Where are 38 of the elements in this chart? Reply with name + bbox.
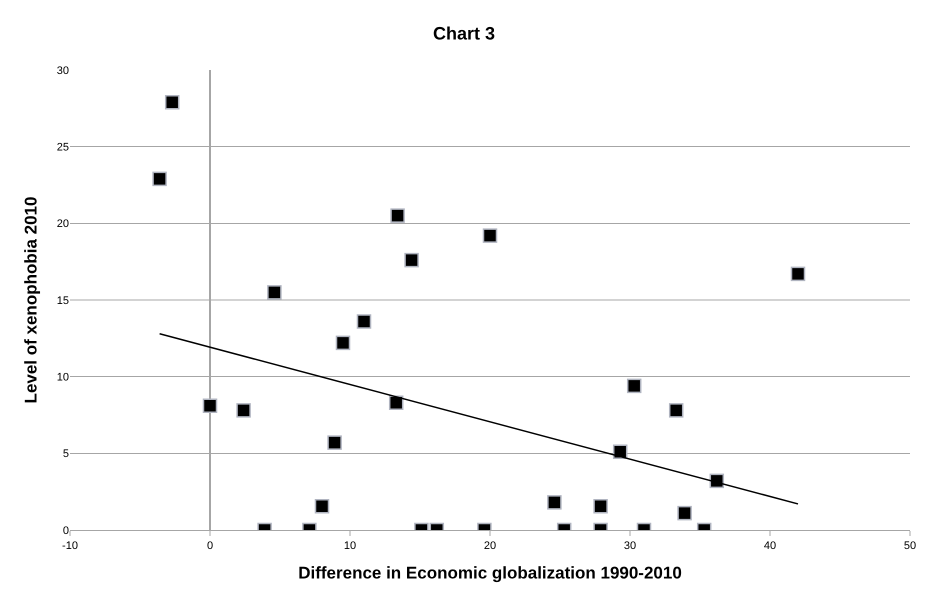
point xyxy=(356,314,372,329)
point xyxy=(202,398,218,414)
x-tick-label: 20 xyxy=(484,540,496,552)
y-tick-label: 10 xyxy=(56,372,69,384)
point xyxy=(668,403,684,418)
point xyxy=(677,506,692,520)
point xyxy=(612,444,628,460)
x-axis-title: Difference in Economic globalization 1990-2010 xyxy=(298,564,682,583)
x-tick-label: -10 xyxy=(62,540,78,552)
point xyxy=(327,435,342,450)
point xyxy=(390,208,405,223)
point xyxy=(314,498,330,514)
point xyxy=(626,378,642,394)
x-tick-label: 30 xyxy=(624,540,636,552)
point xyxy=(236,403,251,418)
y-tick-label: 30 xyxy=(56,64,69,77)
point xyxy=(267,285,282,300)
x-tick-label: 0 xyxy=(206,540,214,552)
point xyxy=(336,336,350,350)
point xyxy=(388,395,404,410)
point xyxy=(482,228,498,243)
y-tick-label: 25 xyxy=(56,142,69,154)
y-tick-label: 5 xyxy=(62,448,69,460)
chart-title: Chart 3 xyxy=(432,24,496,44)
y-tick-label: 20 xyxy=(56,218,69,230)
y-tick-label: 15 xyxy=(56,294,69,307)
point xyxy=(710,474,724,488)
y-tick-label: 0 xyxy=(62,524,69,537)
point xyxy=(547,495,562,510)
point xyxy=(593,498,608,514)
point xyxy=(790,266,806,282)
x-tick-label: 50 xyxy=(904,540,916,552)
point xyxy=(404,252,419,268)
point xyxy=(164,94,180,110)
x-tick-label: 10 xyxy=(344,540,356,552)
y-axis-title: Level of xenophobia 2010 xyxy=(21,196,40,404)
x-tick-label: 40 xyxy=(764,540,776,552)
point xyxy=(152,172,167,186)
